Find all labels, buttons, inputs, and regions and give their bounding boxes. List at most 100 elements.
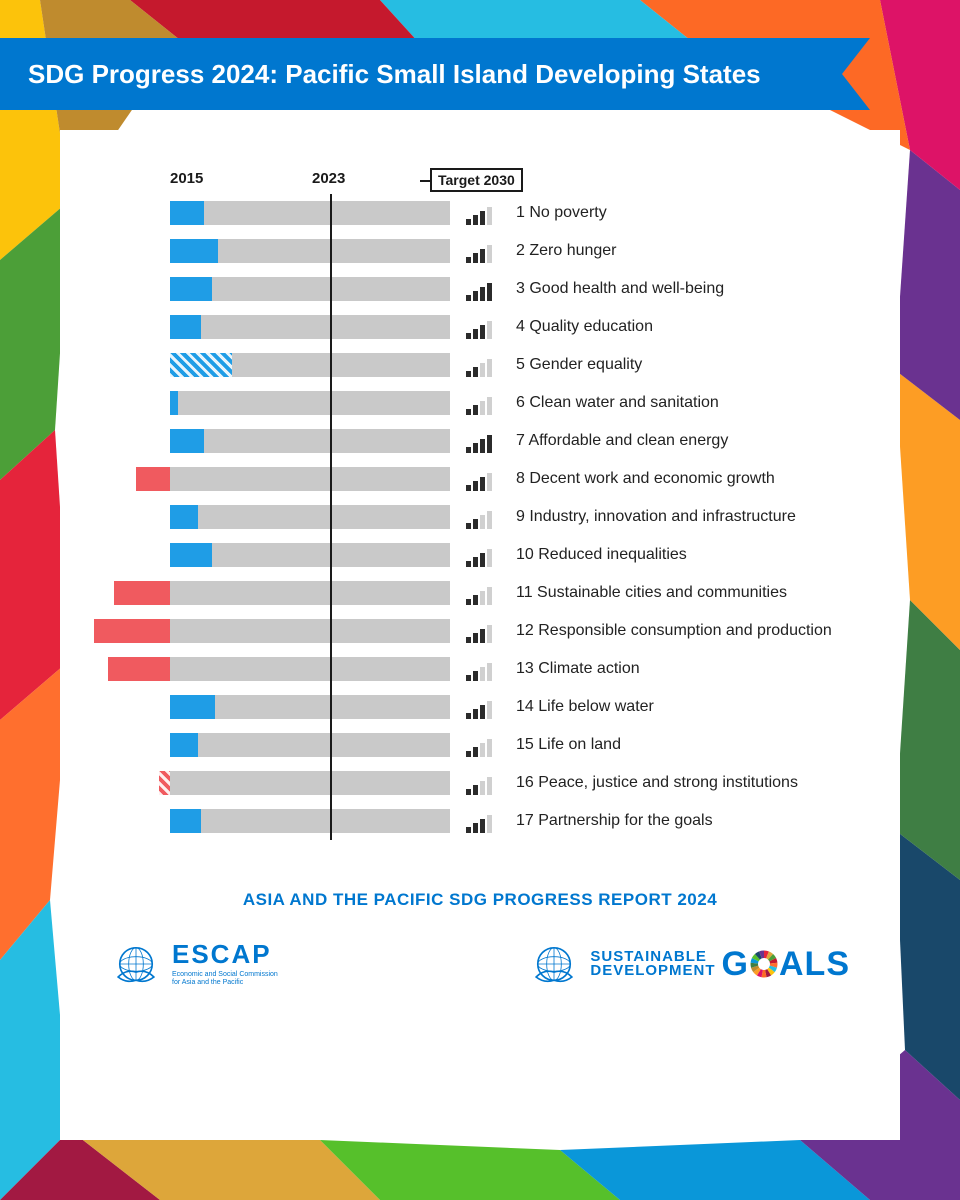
bar-track <box>170 733 450 757</box>
data-strength-icon <box>456 733 502 757</box>
axis-target-label: Target 2030 <box>430 168 523 192</box>
regress-bar <box>94 619 170 643</box>
goal-label: 3 Good health and well-being <box>502 280 860 298</box>
sdg-text: SUSTAINABLE DEVELOPMENT G ALS <box>590 945 850 984</box>
data-strength-icon <box>456 277 502 301</box>
regress-bar <box>114 581 170 605</box>
un-emblem-icon <box>528 938 580 990</box>
bar-zone <box>100 429 450 453</box>
bar-track <box>170 429 450 453</box>
goal-row: 16 Peace, justice and strong institution… <box>100 764 860 802</box>
bar-zone <box>100 771 450 795</box>
goal-label: 5 Gender equality <box>502 356 860 374</box>
goal-label: 11 Sustainable cities and communities <box>502 584 860 602</box>
chart-rows: 1 No poverty 2 Zero hunger 3 Good health a… <box>100 194 860 840</box>
content-panel: 2015 2023 Target 2030 1 No poverty 2 Zero… <box>60 130 900 1140</box>
data-strength-icon <box>456 239 502 263</box>
goal-label: 4 Quality education <box>502 318 860 336</box>
bar-zone <box>100 695 450 719</box>
sdg-goals-post: ALS <box>779 945 850 984</box>
goal-row: 4 Quality education <box>100 308 860 346</box>
goal-row: 6 Clean water and sanitation <box>100 384 860 422</box>
goal-label: 1 No poverty <box>502 204 860 222</box>
escap-logo: ESCAP Economic and Social Commissionfor … <box>110 938 278 990</box>
bar-zone <box>100 505 450 529</box>
regress-bar <box>159 771 170 795</box>
progress-bar <box>170 391 178 415</box>
sdg-logo: SUSTAINABLE DEVELOPMENT G ALS <box>528 938 850 990</box>
bar-track <box>170 581 450 605</box>
data-strength-icon <box>456 543 502 567</box>
goal-label: 12 Responsible consumption and productio… <box>502 622 860 640</box>
bar-zone <box>100 543 450 567</box>
bar-zone <box>100 467 450 491</box>
bar-zone <box>100 201 450 225</box>
bar-zone <box>100 391 450 415</box>
bar-track <box>170 315 450 339</box>
escap-name: ESCAP <box>172 941 278 967</box>
sdg-goals-word: G ALS <box>722 945 850 984</box>
goal-row: 8 Decent work and economic growth <box>100 460 860 498</box>
bar-track <box>170 467 450 491</box>
bar-zone <box>100 581 450 605</box>
goal-row: 7 Affordable and clean energy <box>100 422 860 460</box>
bar-track <box>170 657 450 681</box>
footer-logos: ESCAP Economic and Social Commissionfor … <box>100 938 860 990</box>
goal-label: 16 Peace, justice and strong institution… <box>502 774 860 792</box>
progress-bar <box>170 505 198 529</box>
progress-bar <box>170 315 201 339</box>
bar-track <box>170 277 450 301</box>
data-strength-icon <box>456 771 502 795</box>
bar-track <box>170 809 450 833</box>
bar-zone <box>100 657 450 681</box>
data-strength-icon <box>456 315 502 339</box>
report-title: ASIA AND THE PACIFIC SDG PROGRESS REPORT… <box>100 890 860 910</box>
bar-track <box>170 391 450 415</box>
bar-track <box>170 771 450 795</box>
sdg-progress-chart: 2015 2023 Target 2030 1 No poverty 2 Zero… <box>100 170 860 840</box>
sdg-line2: DEVELOPMENT <box>590 964 715 978</box>
bar-zone <box>100 239 450 263</box>
data-strength-icon <box>456 201 502 225</box>
axis-start-label: 2015 <box>170 170 203 187</box>
goal-row: 2 Zero hunger <box>100 232 860 270</box>
axis-mid-label: 2023 <box>312 170 345 187</box>
data-strength-icon <box>456 809 502 833</box>
bar-zone <box>100 315 450 339</box>
progress-bar <box>170 201 204 225</box>
progress-bar <box>170 277 212 301</box>
goal-row: 10 Reduced inequalities <box>100 536 860 574</box>
goal-label: 6 Clean water and sanitation <box>502 394 860 412</box>
bar-zone <box>100 619 450 643</box>
bar-track <box>170 505 450 529</box>
un-emblem-icon <box>110 938 162 990</box>
data-strength-icon <box>456 505 502 529</box>
goal-label: 9 Industry, innovation and infrastructur… <box>502 508 860 526</box>
regress-bar <box>136 467 170 491</box>
goal-label: 15 Life on land <box>502 736 860 754</box>
escap-text: ESCAP Economic and Social Commissionfor … <box>172 941 278 986</box>
bar-track <box>170 543 450 567</box>
progress-bar <box>170 239 218 263</box>
page: SDG Progress 2024: Pacific Small Island … <box>0 0 960 1200</box>
progress-bar <box>170 809 201 833</box>
goal-row: 5 Gender equality <box>100 346 860 384</box>
bar-zone <box>100 809 450 833</box>
data-strength-icon <box>456 391 502 415</box>
data-strength-icon <box>456 619 502 643</box>
goal-row: 13 Climate action <box>100 650 860 688</box>
progress-bar <box>170 695 215 719</box>
title-banner: SDG Progress 2024: Pacific Small Island … <box>0 38 870 110</box>
axis-header: 2015 2023 Target 2030 <box>100 170 860 194</box>
page-title: SDG Progress 2024: Pacific Small Island … <box>28 59 761 90</box>
goal-row: 11 Sustainable cities and communities <box>100 574 860 612</box>
bar-zone <box>100 277 450 301</box>
data-strength-icon <box>456 695 502 719</box>
goal-label: 10 Reduced inequalities <box>502 546 860 564</box>
goal-row: 9 Industry, innovation and infrastructur… <box>100 498 860 536</box>
data-strength-icon <box>456 353 502 377</box>
progress-bar <box>170 733 198 757</box>
goal-label: 8 Decent work and economic growth <box>502 470 860 488</box>
goal-row: 12 Responsible consumption and productio… <box>100 612 860 650</box>
bar-zone <box>100 733 450 757</box>
